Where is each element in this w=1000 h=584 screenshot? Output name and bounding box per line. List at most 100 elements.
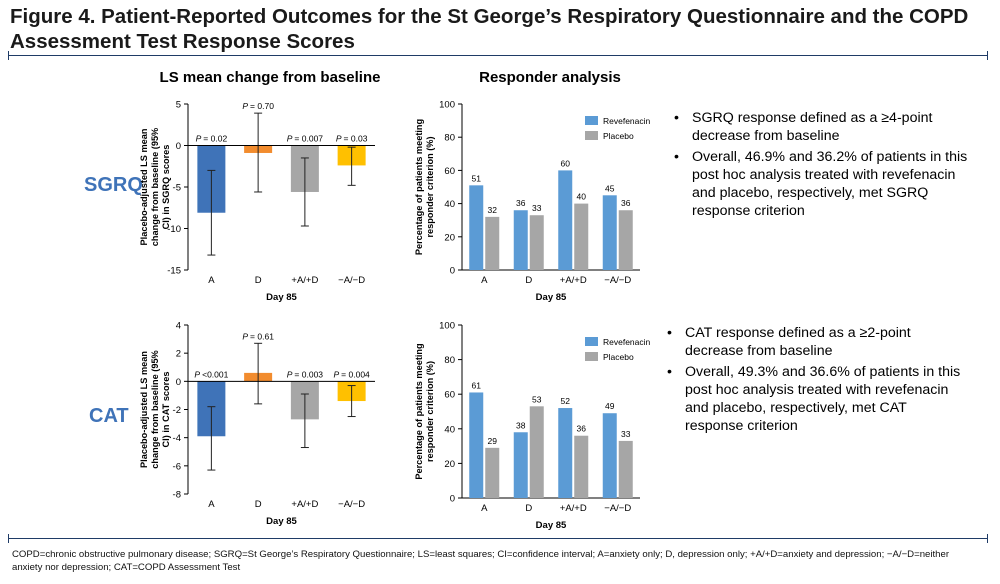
- cat-responder-chart: 0 20 40 60 80 100 Percentage of patients meeti…: [414, 321, 651, 532]
- value-label: 38: [516, 420, 526, 430]
- x-tick-label: D: [255, 275, 262, 286]
- p-value-label-a: P <0.001: [194, 369, 228, 379]
- x-tick-label: −A/−D: [604, 503, 631, 514]
- y-tick-label: 0: [176, 377, 181, 388]
- value-label: 36: [516, 198, 526, 208]
- value-label: 36: [577, 424, 587, 434]
- cat-note-definition: CAT response defined as a ≥2-point decre…: [665, 324, 965, 360]
- value-label: 32: [488, 205, 498, 215]
- y-axis-label: Percentage of patients meeting: [414, 119, 424, 255]
- x-tick-label: D: [525, 503, 532, 514]
- sgrq-notes: SGRQ response defined as a ≥4-point decr…: [672, 109, 972, 223]
- legend-swatch-revefenacin: [585, 337, 598, 346]
- bar-revefenacin-d: [513, 210, 528, 270]
- legend-label-revefenacin: Revefenacin: [603, 116, 651, 126]
- sgrq-note-definition: SGRQ response defined as a ≥4-point decr…: [672, 109, 972, 145]
- y-tick-label: -2: [173, 405, 181, 416]
- y-axis-label: CI) in SGRQ scores: [161, 145, 171, 230]
- y-axis-label: Percentage of patients meeting: [414, 343, 424, 479]
- y-axis-label: change from baseline (95%: [150, 128, 160, 246]
- value-label: 51: [472, 173, 482, 183]
- y-axis-label: change from baseline (95%: [150, 350, 160, 468]
- y-tick-label: -8: [173, 490, 181, 501]
- sgrq-responder-chart: 0 20 40 60 80 100 Percentage of patients meeti…: [414, 100, 651, 304]
- x-tick-label: A: [481, 503, 488, 514]
- bar-revefenacin-a: [469, 185, 484, 270]
- x-tick-label: A: [481, 275, 488, 286]
- p-value-label-d: P = 0.61: [242, 331, 274, 341]
- value-label: 40: [577, 192, 587, 202]
- row-label-sgrq: SGRQ: [84, 174, 143, 196]
- y-tick-label: -6: [173, 461, 181, 472]
- p-value-label-a-d: P = 0.003: [287, 369, 324, 379]
- legend-swatch-placebo: [585, 352, 598, 361]
- cat-notes: CAT response defined as a ≥2-point decre…: [665, 324, 965, 438]
- p-value-label-d: P = 0.70: [242, 101, 274, 111]
- row-label-cat: CAT: [89, 405, 129, 427]
- value-label: 61: [472, 380, 482, 390]
- figure-title: Figure 4. Patient-Reported Outcomes for …: [10, 5, 969, 53]
- bar-placebo-a-d: [618, 440, 633, 498]
- x-axis-label: Day 85: [536, 292, 567, 303]
- x-tick-label: D: [525, 275, 532, 286]
- x-tick-label: −A/−D: [604, 275, 631, 286]
- x-tick-label: D: [255, 499, 262, 510]
- y-tick-label: 5: [176, 100, 181, 111]
- y-tick-label: 0: [176, 141, 181, 152]
- cat-note-overall: Overall, 49.3% and 36.6% of patients in …: [665, 363, 965, 435]
- bar-placebo-a-d: [574, 435, 589, 498]
- y-tick-label: 2: [176, 349, 181, 360]
- y-tick-label: 0: [450, 494, 455, 505]
- y-tick-label: -15: [167, 266, 181, 277]
- value-label: 60: [561, 158, 571, 168]
- cat-ls-mean-chart: 4 2 0 -2 -4 -6 -8 Placebo-adjusted LS mean chang…: [139, 321, 375, 527]
- y-tick-label: 40: [444, 199, 455, 210]
- x-tick-label: −A/−D: [338, 275, 365, 286]
- value-label: 52: [561, 396, 571, 406]
- bar-placebo-d: [529, 215, 544, 270]
- bar-placebo-a-d: [574, 203, 589, 270]
- p-value-label-a-d: P = 0.03: [336, 134, 368, 144]
- y-tick-label: 20: [444, 459, 455, 470]
- y-tick-label: -4: [173, 433, 181, 444]
- legend-label-placebo: Placebo: [603, 352, 634, 362]
- y-tick-label: 60: [444, 166, 455, 177]
- p-value-label-a: P = 0.02: [196, 134, 228, 144]
- sgrq-ls-mean-chart: 5 0 -5 -10 -15 Placebo-adjusted LS mean change…: [139, 100, 375, 303]
- column-header-responder: Responder analysis: [479, 69, 621, 86]
- y-tick-label: 100: [439, 100, 455, 111]
- y-axis-label: responder criterion (%): [425, 361, 435, 462]
- bar-revefenacin-a: [469, 392, 484, 498]
- x-axis-label: Day 85: [536, 520, 567, 531]
- x-axis-label: Day 85: [266, 292, 297, 303]
- y-axis-label: responder criterion (%): [425, 136, 435, 237]
- p-value-label-a-d: P = 0.007: [287, 134, 324, 144]
- bar-revefenacin-a-d: [558, 408, 573, 498]
- value-label: 33: [532, 203, 542, 213]
- sgrq-note-overall: Overall, 46.9% and 36.2% of patients in …: [672, 148, 972, 220]
- bottom-rule: [8, 534, 988, 543]
- p-value-label-a-d: P = 0.004: [333, 369, 370, 379]
- y-tick-label: -10: [167, 224, 181, 235]
- value-label: 45: [605, 183, 615, 193]
- legend-swatch-placebo: [585, 131, 598, 140]
- x-tick-label: +A/+D: [560, 275, 587, 286]
- bar-revefenacin-a-d: [602, 195, 617, 270]
- value-label: 36: [621, 198, 631, 208]
- y-tick-label: 60: [444, 390, 455, 401]
- y-tick-label: 20: [444, 232, 455, 243]
- y-tick-label: 4: [176, 321, 181, 332]
- y-axis-label: Placebo-adjusted LS mean: [139, 351, 149, 468]
- x-tick-label: +A/+D: [291, 499, 318, 510]
- bar-revefenacin-a-d: [602, 413, 617, 498]
- y-tick-label: 80: [444, 355, 455, 366]
- legend-swatch-revefenacin: [585, 116, 598, 125]
- bar-revefenacin-a-d: [558, 170, 573, 270]
- x-tick-label: −A/−D: [338, 499, 365, 510]
- top-rule: [8, 51, 988, 60]
- bar-revefenacin-d: [513, 432, 528, 498]
- value-label: 29: [488, 436, 498, 446]
- bar-placebo-a: [485, 447, 500, 498]
- x-tick-label: A: [208, 499, 215, 510]
- y-tick-label: -5: [173, 183, 181, 194]
